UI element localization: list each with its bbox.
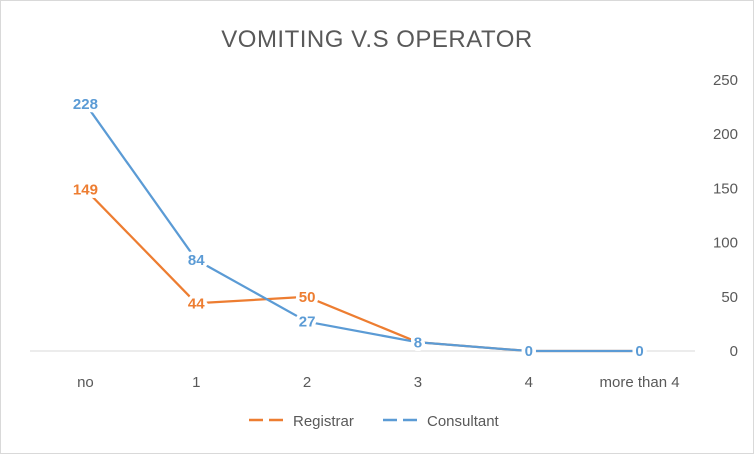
chart-title: VOMITING V.S OPERATOR [221,26,532,53]
series-line-registrar [84,188,641,353]
x-tick-label: 3 [414,374,422,391]
legend: Registrar Consultant [249,413,500,430]
data-label: 0 [635,343,643,360]
x-tick-label: more than 4 [600,374,680,391]
data-label: 27 [299,314,316,331]
series-line-consultant [84,102,641,353]
series-layer [84,102,641,353]
x-tick-label: 4 [525,374,533,391]
data-label: 0 [635,343,643,360]
data-label: 0 [525,343,533,360]
y-tick-label: 200 [713,126,738,143]
legend-label-consultant: Consultant [427,413,500,430]
data-label: 149 [73,181,98,198]
data-label: 8 [414,334,422,351]
x-tick-label: no [77,374,94,391]
y-tick-label: 100 [713,235,738,252]
y-axis-ticks: 0 50 100 150 200 250 [713,72,738,360]
legend-label-registrar: Registrar [293,413,354,430]
y-tick-label: 50 [721,289,738,306]
data-label: 0 [525,343,533,360]
y-tick-label: 0 [730,343,738,360]
x-tick-label: 1 [192,374,200,391]
x-tick-label: 2 [303,374,311,391]
data-label: 8 [414,334,422,351]
y-tick-label: 250 [713,72,738,89]
data-label: 228 [73,96,98,113]
y-tick-label: 150 [713,180,738,197]
x-axis-ticks: no 1 2 3 4 more than 4 [77,374,680,391]
data-label: 84 [188,252,205,269]
data-label: 50 [299,289,316,306]
data-label: 44 [188,295,205,312]
